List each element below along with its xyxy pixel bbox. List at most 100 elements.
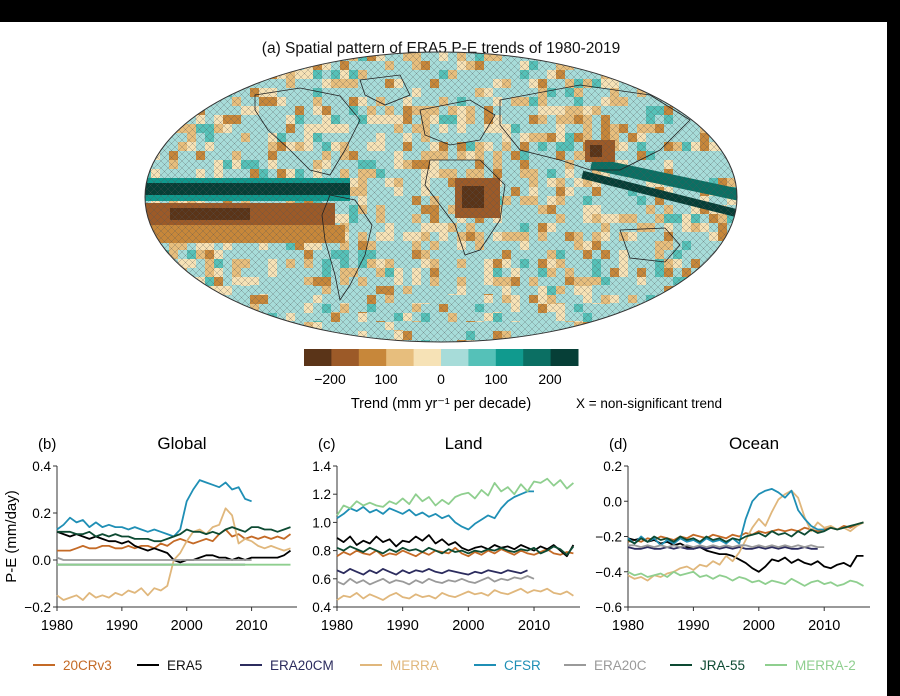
map-cell (574, 331, 583, 340)
map-cell (241, 70, 250, 79)
colorbar-swatch (386, 349, 415, 366)
map-cell (655, 61, 664, 70)
x-tick-label: 2010 (518, 618, 550, 634)
map-cell (727, 88, 736, 97)
map-cell (619, 313, 628, 322)
map-cell (709, 295, 718, 304)
legend-item-era20cm: ERA20CM (240, 658, 334, 673)
map-cell (610, 61, 619, 70)
map-cell (151, 70, 160, 79)
legend-item-merra-2: MERRA-2 (765, 658, 856, 673)
map-cell (169, 313, 178, 322)
map-cell (637, 61, 646, 70)
map-cell (709, 79, 718, 88)
map-cell (145, 313, 151, 322)
map-cell (709, 70, 718, 79)
map-cell (214, 70, 223, 79)
map-cell (691, 286, 700, 295)
map-cell (340, 340, 349, 342)
map-cell (736, 178, 737, 187)
map-cell (277, 321, 286, 330)
map-cell (601, 61, 610, 70)
panel-title: Land (445, 434, 483, 453)
map-cell (187, 106, 196, 115)
map-cell (556, 339, 565, 342)
map-cell (646, 321, 655, 330)
map-cell (145, 259, 151, 268)
map-cell (151, 295, 160, 304)
map-cell (736, 250, 737, 259)
map-cell (709, 312, 718, 321)
map-cell (718, 340, 727, 342)
map-cell (187, 313, 196, 322)
map-cell (727, 286, 736, 295)
map-cell (178, 304, 187, 313)
colorbar-swatch (441, 349, 469, 366)
map-cell (700, 79, 709, 88)
map-cell (619, 331, 628, 340)
map-cell (646, 322, 655, 331)
map-cell (736, 322, 737, 331)
map-cell (169, 295, 178, 304)
map-cell (169, 88, 178, 97)
map-cell (160, 124, 169, 133)
map-cell (574, 330, 583, 339)
map-cell (718, 322, 727, 331)
map-cell (673, 303, 682, 312)
x-tick-label: 1990 (106, 618, 138, 634)
series-line-jra-55 (627, 521, 864, 545)
top-window-bar (0, 0, 900, 22)
map-cell (151, 340, 160, 342)
map-cell (214, 312, 223, 321)
map-cell (700, 322, 709, 331)
map-cell (673, 88, 682, 97)
map-cell (691, 97, 700, 106)
map-cell (592, 322, 601, 331)
map-cell (151, 339, 160, 342)
x-tick-label: 2010 (235, 618, 267, 634)
legend: 20CRv3 ERA5 ERA20CM MERRA CFSR ERA20C JRA-55 ME… (33, 658, 856, 673)
map-cell (592, 330, 601, 339)
map-cell (196, 79, 205, 88)
map-cell (250, 322, 259, 331)
map-cell (718, 277, 727, 286)
map-cell (628, 312, 637, 321)
y-tick-label: −0.4 (595, 565, 622, 580)
map-cell (250, 330, 259, 339)
map-cell (610, 331, 619, 340)
x-tick-label: 2000 (452, 618, 484, 634)
map-cell (169, 52, 178, 61)
map-cell (286, 339, 295, 342)
map-cell (709, 259, 718, 268)
map-cell (736, 285, 737, 294)
map-cell (169, 70, 178, 79)
map-cell (628, 340, 637, 342)
map-cell (313, 340, 322, 342)
y-tick-label: −0.2 (24, 600, 51, 615)
map-cell (718, 250, 727, 259)
map-cell (709, 294, 718, 303)
map-cell (700, 294, 709, 303)
map-cell (277, 330, 286, 339)
series-line-cfsr (336, 490, 534, 531)
map-cell (673, 340, 682, 342)
map-cell (583, 340, 592, 342)
map-cell (304, 330, 313, 339)
map-cell (655, 70, 664, 79)
map-cell (169, 304, 178, 313)
series-line-era20cm (336, 568, 528, 576)
panel-title: Global (157, 434, 206, 453)
map-cell (223, 322, 232, 331)
map-cell (145, 88, 151, 97)
map-cell (637, 339, 646, 342)
map-cell (709, 303, 718, 312)
map-cell (160, 70, 169, 79)
legend-item-cfsr: CFSR (474, 658, 541, 673)
x-tick-label: 2010 (808, 618, 840, 634)
map-cell (673, 322, 682, 331)
map-cell (145, 160, 151, 169)
map-cell (223, 52, 232, 61)
map-cell (322, 340, 331, 342)
map-cell (655, 88, 664, 97)
map-cell (484, 340, 493, 342)
